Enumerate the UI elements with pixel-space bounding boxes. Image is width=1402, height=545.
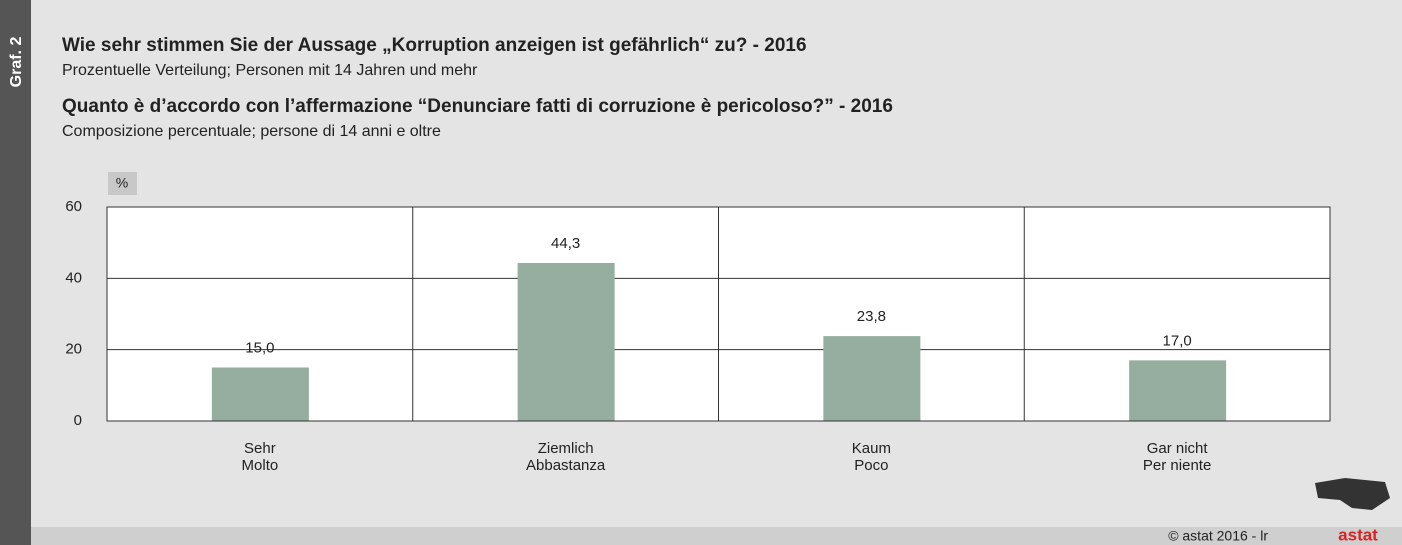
footer-strip (31, 527, 1402, 545)
bar (517, 262, 615, 421)
chart-subtitle-it: Composizione percentuale; persone di 14 … (62, 123, 441, 140)
side-label: Graf. 2 (8, 37, 25, 88)
y-tick-label: 40 (65, 269, 82, 286)
x-tick-label: Per niente (1143, 457, 1211, 474)
logo: astat (1338, 525, 1378, 544)
side-strip (0, 0, 31, 545)
chart-title: Wie sehr stimmen Sie der Aussage „Korrup… (62, 35, 807, 56)
bar (1129, 360, 1227, 421)
value-label: 17,0 (1163, 332, 1192, 349)
y-tick-label: 0 (74, 412, 82, 429)
x-tick-label: Molto (242, 457, 279, 474)
x-tick-label: Abbastanza (526, 457, 606, 474)
copyright: © astat 2016 - lr (1168, 528, 1268, 544)
chart-title-it: Quanto è d’accordo con l’affermazione “D… (62, 96, 893, 117)
y-unit: % (116, 175, 128, 191)
value-label: 15,0 (245, 339, 274, 356)
x-tick-label: Sehr (244, 440, 276, 457)
x-tick-label: Poco (854, 457, 888, 474)
chart-subtitle: Prozentuelle Verteilung; Personen mit 14… (62, 62, 478, 79)
unit-box (108, 172, 137, 195)
x-tick-label: Kaum (852, 440, 891, 457)
value-label: 44,3 (551, 235, 580, 252)
y-tick-label: 20 (65, 341, 82, 358)
x-tick-label: Gar nicht (1147, 440, 1209, 457)
y-tick-label: 60 (65, 198, 82, 215)
bar (211, 367, 309, 421)
value-label: 23,8 (857, 308, 886, 325)
bar (823, 336, 921, 421)
logo-map (1315, 478, 1390, 510)
x-tick-label: Ziemlich (538, 440, 594, 457)
plot-border (106, 206, 1331, 422)
